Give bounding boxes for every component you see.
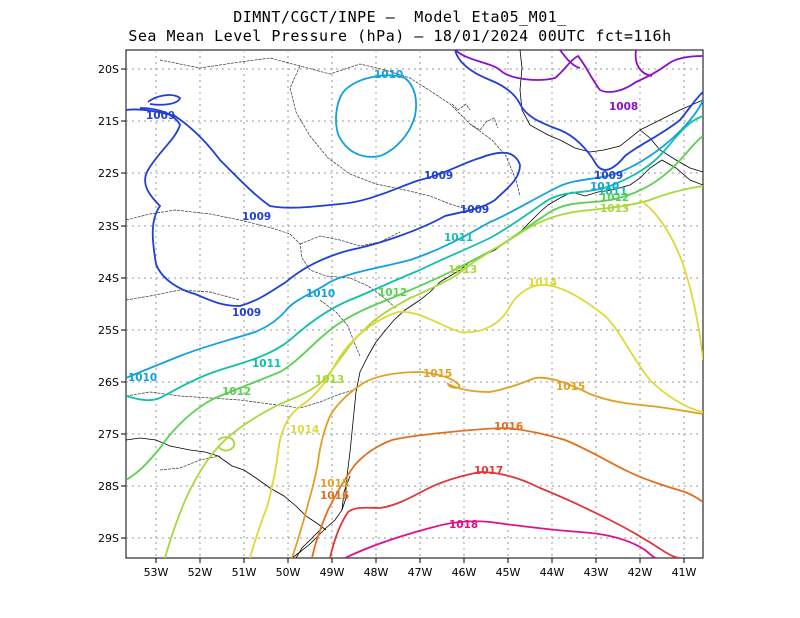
label-1011-a: 1011 — [444, 232, 473, 244]
label-1009-f: 1009 — [594, 170, 623, 182]
isobars — [126, 50, 703, 558]
isobar-1013 — [164, 185, 703, 558]
label-1016-b: 1016 — [320, 490, 349, 502]
lat-label: 29S — [98, 532, 119, 545]
isobar-1008-c — [634, 50, 653, 77]
map-title-line-1: DIMNT/CGCT/INPE – Model Eta05_M01_ — [233, 8, 567, 26]
label-1009-d: 1009 — [424, 170, 453, 182]
lon-label: 51W — [232, 566, 257, 579]
lon-label: 53W — [144, 566, 169, 579]
isobar-1010-cell — [335, 74, 418, 158]
label-1015-c: 1015 — [320, 478, 349, 490]
label-1012-c: 1012 — [600, 192, 629, 204]
label-1013-b: 1013 — [315, 374, 344, 386]
isobar-1009-loop — [147, 94, 182, 106]
isobar-1012 — [126, 135, 703, 481]
label-1011-b: 1011 — [252, 358, 281, 370]
lon-label: 52W — [188, 566, 213, 579]
label-1015-b: 1015 — [556, 381, 585, 393]
label-1010-a: 1010 — [374, 69, 403, 81]
lat-label: 28S — [98, 480, 119, 493]
isobar-1014 — [249, 284, 703, 558]
lat-label: 20S — [98, 63, 119, 76]
isobar-1014-b — [639, 199, 703, 361]
isobar-1018 — [344, 520, 657, 558]
label-1008: 1008 — [609, 101, 638, 113]
label-1014-b: 1014 — [290, 424, 319, 436]
lat-label: 22S — [98, 167, 119, 180]
isobar-1015 — [291, 371, 703, 558]
lat-label: 24S — [98, 272, 119, 285]
label-1017: 1017 — [474, 465, 503, 477]
lon-label: 45W — [496, 566, 521, 579]
lat-label: 25S — [98, 324, 119, 337]
lon-label: 44W — [540, 566, 565, 579]
lon-label: 50W — [276, 566, 301, 579]
lat-label: 27S — [98, 428, 119, 441]
lon-label: 41W — [672, 566, 697, 579]
longitude-labels: 53W 52W 51W 50W 49W 48W 47W 46W 45W 44W … — [144, 566, 697, 579]
lon-label: 46W — [452, 566, 477, 579]
lon-label: 42W — [628, 566, 653, 579]
label-1010-b: 1010 — [306, 288, 335, 300]
isobar-1013-loop — [217, 436, 236, 452]
graticule — [126, 50, 703, 558]
lon-label: 43W — [584, 566, 609, 579]
latitude-labels: 20S 21S 22S 23S 24S 25S 26S 27S 28S 29S — [98, 63, 119, 545]
label-1013-c: 1013 — [600, 203, 629, 215]
label-1010-d: 1010 — [590, 181, 619, 193]
label-1016-a: 1016 — [494, 421, 523, 433]
isobar-1010 — [126, 99, 703, 379]
lat-label: 26S — [98, 376, 119, 389]
label-1018: 1018 — [449, 519, 478, 531]
lon-label: 48W — [364, 566, 389, 579]
axis-ticks — [121, 68, 685, 563]
label-1009-e: 1009 — [460, 204, 489, 216]
isobar-1017 — [329, 471, 681, 558]
isobar-1009-east — [454, 50, 703, 171]
lon-label: 47W — [408, 566, 433, 579]
label-1013-a: 1013 — [448, 264, 477, 276]
label-1009-b: 1009 — [242, 211, 271, 223]
label-1011-c: 1011 — [598, 186, 627, 198]
isobar-1008-b — [559, 50, 581, 69]
state-borders — [126, 57, 521, 471]
lat-label: 21S — [98, 115, 119, 128]
label-1012-b: 1012 — [222, 386, 251, 398]
lon-label: 49W — [320, 566, 345, 579]
label-1012-a: 1012 — [378, 287, 407, 299]
label-1009-a: 1009 — [146, 110, 175, 122]
label-1010-c: 1010 — [128, 372, 157, 384]
isobar-1016 — [311, 427, 703, 558]
isobar-1011 — [126, 115, 703, 402]
lat-label: 23S — [98, 220, 119, 233]
label-1009-c: 1009 — [232, 307, 261, 319]
label-1014-a: 1014 — [528, 277, 557, 289]
isobar-1009-west — [126, 107, 521, 307]
map-title-line-2: Sea Mean Level Pressure (hPa) – 18/01/20… — [128, 27, 672, 45]
isobar-1008 — [454, 50, 703, 93]
isobar-labels: 1008 1009 1009 1009 1009 1009 1009 1010 … — [128, 69, 638, 531]
label-1015-a: 1015 — [423, 368, 452, 380]
